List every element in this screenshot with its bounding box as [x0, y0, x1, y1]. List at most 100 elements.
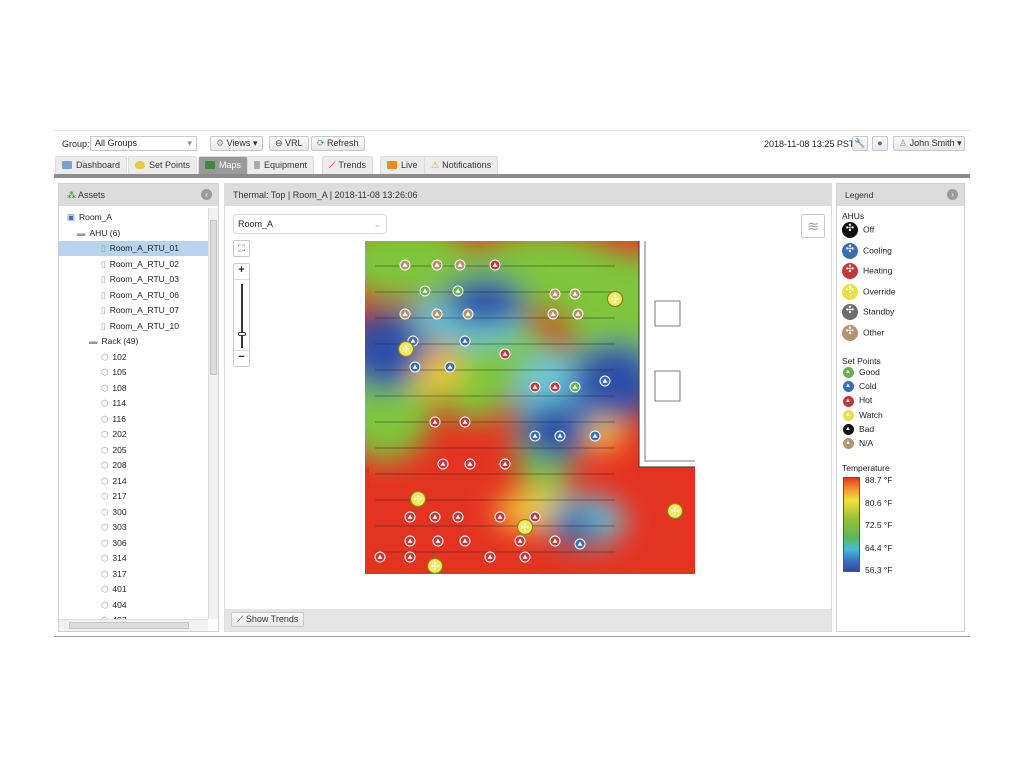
tree-item-rack[interactable]: ⬡ 217 [101, 491, 127, 501]
tree-item-rack[interactable]: ⬡ 214 [101, 475, 127, 486]
setpoint-marker[interactable] [569, 381, 581, 393]
setpoint-marker[interactable] [429, 416, 441, 428]
setpoint-marker[interactable] [589, 430, 601, 442]
tab-set-points[interactable]: Set Points [128, 156, 198, 174]
tree-item-ahu[interactable]: ▯ Room_A_RTU_07 [101, 305, 179, 315]
setpoint-marker[interactable] [549, 288, 561, 300]
setpoint-marker[interactable] [404, 551, 416, 563]
map-canvas[interactable]: Room_A ⌄ ⛶ + − ≋ ✣ ✣ ✣ ✣ ✣ ✣ [225, 206, 831, 609]
zoom-slider[interactable] [241, 284, 243, 348]
setpoint-marker[interactable] [554, 430, 566, 442]
tree-item-rack[interactable]: ⬡ 306 [101, 537, 127, 548]
collapse-icon[interactable]: › [947, 189, 958, 200]
setpoint-marker[interactable] [374, 551, 386, 563]
views-button[interactable]: ⚙ Views ▾ [210, 136, 264, 151]
group-select[interactable]: All Groups ▾ [90, 136, 197, 151]
tree-item-rack[interactable]: ⬡ 116 [101, 413, 126, 424]
setpoint-marker[interactable] [547, 308, 559, 320]
setpoint-marker[interactable] [452, 511, 464, 523]
setpoint-marker[interactable] [574, 538, 586, 550]
tree-item-ahu[interactable]: ▯ Room_A_RTU_02 [101, 258, 179, 269]
tree-item-rack[interactable]: ⬡ 314 [101, 553, 127, 563]
setpoint-marker[interactable] [529, 430, 541, 442]
tab-dashboard[interactable]: Dashboard [55, 156, 128, 174]
help-icon[interactable]: ● [872, 136, 888, 151]
tree-item-rack[interactable]: ⬡ 300 [101, 506, 127, 517]
room-select[interactable]: Room_A ⌄ [233, 214, 387, 234]
vertical-scrollbar[interactable] [208, 208, 218, 619]
tree-item-rack[interactable]: ⬡ 202 [101, 429, 127, 439]
setpoint-marker[interactable] [569, 288, 581, 300]
tree-item-room[interactable]: ▣ Room_A [67, 212, 113, 222]
setpoint-marker[interactable] [549, 381, 561, 393]
tree-item-rack[interactable]: ⬡ 401 [101, 584, 127, 594]
setpoint-marker[interactable] [399, 308, 411, 320]
vrl-button[interactable]: ⊖ VRL [269, 136, 309, 151]
tree-item-rack-group[interactable]: ▬ Rack (49) [89, 336, 139, 346]
zoom-slider-handle[interactable] [238, 332, 246, 336]
zoom-in-button[interactable]: + [234, 264, 249, 280]
setpoint-marker[interactable] [499, 458, 511, 470]
tree-item-ahu-group[interactable]: ▬ AHU (6) [77, 227, 121, 238]
tree-item-rack[interactable]: ⬡ 105 [101, 367, 127, 377]
ahu-fan-marker[interactable]: ✣ [426, 557, 444, 574]
setpoint-marker[interactable] [572, 308, 584, 320]
tab-maps[interactable]: Maps [198, 156, 249, 174]
tree-item-rack[interactable]: ⬡ 102 [101, 351, 127, 362]
show-trends-button[interactable]: ⟋ Show Trends [231, 612, 305, 627]
ahu-fan-marker[interactable]: ✣ [397, 340, 415, 358]
setpoint-marker[interactable] [431, 308, 443, 320]
tree-item-rack[interactable]: ⬡ 404 [101, 599, 127, 610]
tree-item-ahu[interactable]: ▯ Room_A_RTU_06 [101, 289, 179, 300]
setpoint-marker[interactable] [529, 511, 541, 523]
setpoint-marker[interactable] [462, 308, 474, 320]
setpoint-marker[interactable] [529, 381, 541, 393]
collapse-icon[interactable]: ‹ [201, 189, 212, 200]
horizontal-scrollbar[interactable] [59, 619, 208, 631]
ahu-fan-marker[interactable]: ✣ [666, 502, 684, 520]
setpoint-marker[interactable] [459, 535, 471, 547]
setpoint-marker[interactable] [454, 259, 466, 271]
setpoint-marker[interactable] [599, 375, 611, 387]
setpoint-marker[interactable] [432, 535, 444, 547]
setpoint-marker[interactable] [431, 259, 443, 271]
setpoint-marker[interactable] [437, 458, 449, 470]
setpoint-marker[interactable] [404, 511, 416, 523]
tab-equipment[interactable]: Equipment [247, 156, 315, 174]
setpoint-marker[interactable] [459, 335, 471, 347]
setpoint-marker[interactable] [459, 416, 471, 428]
tree-item-rack[interactable]: ⬡ 205 [101, 444, 127, 455]
setpoint-marker[interactable] [489, 259, 501, 271]
setpoint-marker[interactable] [419, 285, 431, 297]
setpoint-marker[interactable] [519, 551, 531, 563]
ahu-fan-marker[interactable]: ✣ [516, 518, 534, 536]
tree-item-rack[interactable]: ⬡407 [101, 613, 127, 619]
setpoint-marker[interactable] [404, 535, 416, 547]
thermal-heatmap[interactable]: ✣ ✣ ✣ ✣ ✣ ✣ [365, 241, 695, 574]
zoom-out-button[interactable]: − [234, 350, 249, 366]
tab-trends[interactable]: ⟋ Trends [322, 156, 373, 174]
setpoint-marker[interactable] [409, 361, 421, 373]
tree-item-ahu[interactable]: ▯ Room_A_RTU_03 [101, 274, 179, 284]
setpoint-marker[interactable] [499, 348, 511, 360]
ahu-fan-marker[interactable]: ✣ [409, 490, 427, 508]
setpoint-marker[interactable] [514, 535, 526, 547]
setpoint-marker[interactable] [549, 535, 561, 547]
refresh-button[interactable]: ⟳ Refresh [311, 136, 365, 151]
tree-item-rack[interactable]: ⬡ 303 [101, 522, 127, 532]
setpoint-marker[interactable] [494, 511, 506, 523]
tab-notifications[interactable]: ⚠ Notifications [424, 156, 499, 174]
setpoint-marker[interactable] [399, 259, 411, 271]
tree-item-ahu[interactable]: ▯ Room_A_RTU_10 [101, 320, 179, 331]
tree-item-ahu[interactable]: ▯ Room_A_RTU_01 [59, 241, 208, 256]
tree-item-rack[interactable]: ⬡ 208 [101, 460, 127, 470]
tree-item-rack[interactable]: ⬡ 114 [101, 398, 126, 408]
fit-extent-icon[interactable]: ⛶ [233, 240, 250, 257]
setpoint-marker[interactable] [452, 285, 464, 297]
tree-item-rack[interactable]: ⬡ 317 [101, 568, 127, 579]
setpoint-marker[interactable] [464, 458, 476, 470]
user-menu[interactable]: ♙ John Smith ▾ [893, 136, 965, 151]
tree-item-rack[interactable]: ⬡ 108 [101, 382, 127, 393]
setpoint-marker[interactable] [429, 511, 441, 523]
ahu-fan-marker[interactable]: ✣ [606, 290, 624, 308]
